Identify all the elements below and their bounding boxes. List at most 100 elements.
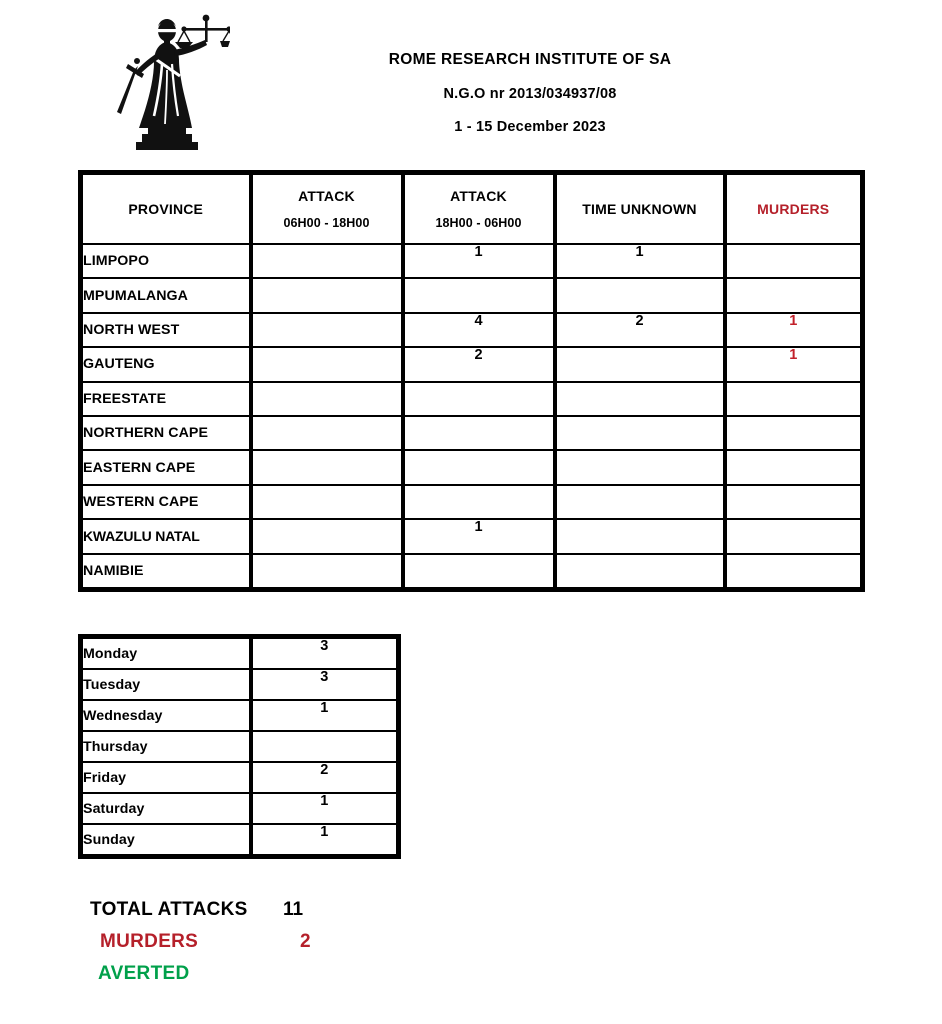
time-unknown-value	[552, 414, 727, 452]
table-row: NAMIBIE	[80, 552, 863, 591]
attack-day-value	[248, 414, 405, 452]
weekday-count: 3	[250, 668, 399, 701]
attack-day-value	[248, 483, 405, 521]
attack-night-value: 4	[400, 311, 557, 349]
time-unknown-value: 1	[552, 242, 727, 280]
column-header-attack-day-range: 06H00 - 18H00	[283, 215, 370, 230]
time-unknown-value	[552, 449, 727, 486]
murders-value	[722, 380, 863, 417]
averted-total-row: AVERTED	[90, 964, 420, 983]
column-header-attack-day: ATTACK 06H00 - 18H00	[248, 171, 405, 245]
weekday-label: Wednesday	[80, 699, 251, 732]
weekday-attack-table: Monday 3 Tuesday 3 Wednesday 1 Thursday …	[78, 634, 401, 859]
attack-day-value	[248, 518, 405, 555]
organisation-name: ROME RESEARCH INSTITUTE OF SA	[388, 51, 672, 68]
attack-day-value	[248, 552, 405, 591]
column-header-time-unknown-label: TIME UNKNOWN	[582, 200, 697, 217]
weekday-label: Friday	[80, 761, 251, 794]
attack-day-value	[248, 277, 405, 314]
weekday-count: 3	[250, 635, 399, 670]
table-row: NORTH WEST 4 2 1	[80, 311, 863, 349]
table-row: Tuesday 3	[80, 668, 399, 701]
attack-night-value	[400, 277, 557, 314]
attack-day-value	[248, 311, 405, 349]
table-row: EASTERN CAPE	[80, 449, 863, 486]
table-row: Saturday 1	[80, 792, 399, 825]
attack-night-value	[400, 414, 557, 452]
total-attacks-row: TOTAL ATTACKS 11	[90, 900, 420, 919]
column-header-time-unknown: TIME UNKNOWN	[552, 171, 727, 245]
weekday-count: 1	[250, 699, 399, 732]
table-header-row: PROVINCE ATTACK 06H00 - 18H00 ATTACK 18H…	[80, 171, 863, 245]
column-header-attack-night: ATTACK 18H00 - 06H00	[400, 171, 557, 245]
title-block: ROME RESEARCH INSTITUTE OF SA N.G.O nr 2…	[250, 52, 810, 135]
table-row: NORTHERN CAPE	[80, 414, 863, 452]
murders-total-row: MURDERS 2	[90, 932, 420, 951]
reporting-period: 1 - 15 December 2023	[454, 119, 606, 135]
province-label: FREESTATE	[80, 380, 253, 417]
time-unknown-value	[552, 277, 727, 314]
time-unknown-value: 2	[552, 311, 727, 349]
attack-night-value	[400, 552, 557, 591]
time-unknown-value	[552, 346, 727, 383]
province-label: NAMIBIE	[80, 552, 253, 591]
time-unknown-value	[552, 518, 727, 555]
attack-night-value	[400, 380, 557, 417]
province-attack-table: PROVINCE ATTACK 06H00 - 18H00 ATTACK 18H…	[78, 170, 865, 592]
weekday-count: 1	[250, 792, 399, 825]
time-unknown-value	[552, 552, 727, 591]
murders-value	[722, 449, 863, 486]
murders-value	[722, 552, 863, 591]
attack-day-value	[248, 242, 405, 280]
lady-justice-statue-icon	[104, 6, 230, 152]
averted-total-label: AVERTED	[98, 963, 190, 984]
attack-day-value	[248, 346, 405, 383]
total-attacks-value: 11	[283, 899, 304, 920]
column-header-province: PROVINCE	[80, 171, 253, 245]
murders-value	[722, 242, 863, 280]
attack-night-value: 1	[400, 242, 557, 280]
table-row: Friday 2	[80, 761, 399, 794]
province-label: MPUMALANGA	[80, 277, 253, 314]
time-unknown-value	[552, 483, 727, 521]
province-label: GAUTENG	[80, 346, 253, 383]
weekday-count	[250, 730, 399, 763]
weekday-count: 2	[250, 761, 399, 794]
table-row: KWAZULU NATAL 1	[80, 518, 863, 555]
table-row: WESTERN CAPE	[80, 483, 863, 521]
column-header-attack-night-range: 18H00 - 06H00	[435, 215, 522, 230]
murders-value: 1	[722, 346, 863, 383]
summary-totals: TOTAL ATTACKS 11 MURDERS 2 AVERTED	[90, 900, 420, 983]
table-row: GAUTENG 2 1	[80, 346, 863, 383]
province-label: EASTERN CAPE	[80, 449, 253, 486]
murders-total-value: 2	[300, 931, 311, 952]
document-header: ROME RESEARCH INSTITUTE OF SA N.G.O nr 2…	[0, 0, 942, 158]
registration-number: N.G.O nr 2013/034937/08	[443, 85, 617, 102]
column-header-murders-label: MURDERS	[757, 200, 830, 217]
table-row: LIMPOPO 1 1	[80, 242, 863, 280]
weekday-label: Thursday	[80, 730, 251, 763]
column-header-attack-night-label: ATTACK	[450, 187, 507, 204]
murders-value	[722, 414, 863, 452]
weekday-label: Sunday	[80, 823, 251, 858]
province-label: WESTERN CAPE	[80, 483, 253, 521]
attack-day-value	[248, 449, 405, 486]
province-label: NORTH WEST	[80, 311, 253, 349]
murders-total-label: MURDERS	[100, 931, 199, 952]
weekday-count: 1	[250, 823, 399, 858]
province-label: LIMPOPO	[80, 242, 253, 280]
table-row: Wednesday 1	[80, 699, 399, 732]
total-attacks-label: TOTAL ATTACKS	[90, 899, 248, 920]
time-unknown-value	[552, 380, 727, 417]
province-label: KWAZULU NATAL	[80, 518, 253, 555]
province-label: NORTHERN CAPE	[80, 414, 253, 452]
column-header-murders: MURDERS	[722, 171, 863, 245]
murders-value	[722, 483, 863, 521]
column-header-attack-day-label: ATTACK	[298, 187, 355, 204]
weekday-label: Tuesday	[80, 668, 251, 701]
attack-night-value	[400, 449, 557, 486]
attack-night-value	[400, 483, 557, 521]
attack-day-value	[248, 380, 405, 417]
murders-value: 1	[722, 311, 863, 349]
weekday-label: Saturday	[80, 792, 251, 825]
